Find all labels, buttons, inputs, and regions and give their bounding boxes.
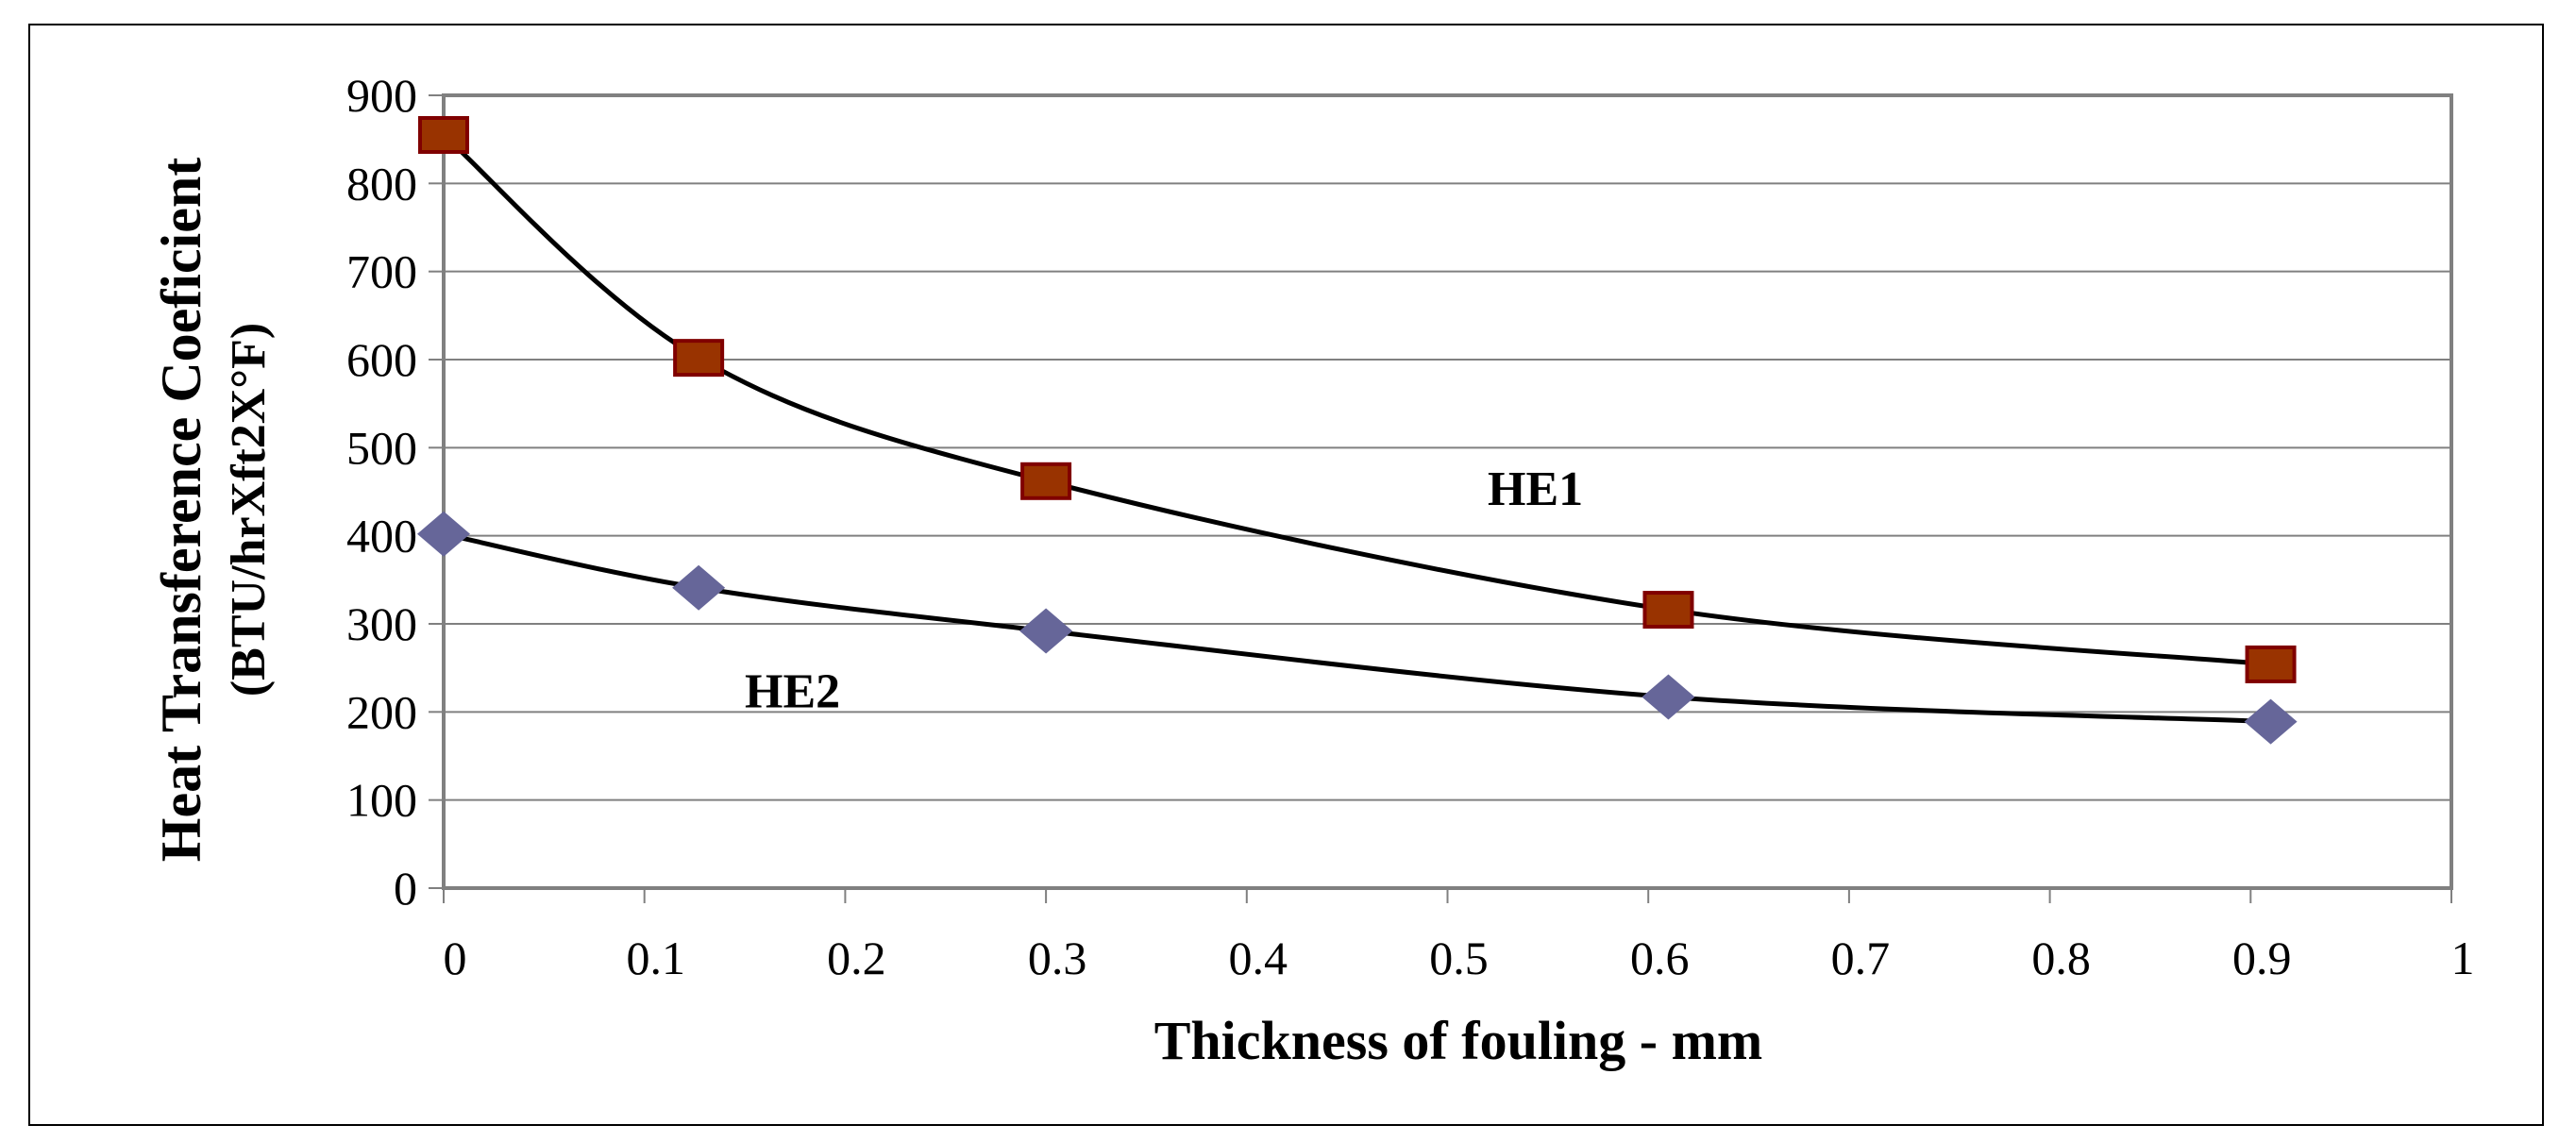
y-tick-label: 800 xyxy=(346,157,417,210)
data-point-he2 xyxy=(2244,698,2298,745)
data-point-he2 xyxy=(417,511,470,557)
y-tick-label: 900 xyxy=(346,69,417,122)
x-tick-label: 1 xyxy=(2451,932,2475,984)
chart-border xyxy=(28,24,2544,1126)
x-tick-label: 0.7 xyxy=(1831,932,1891,984)
series-label: HE2 xyxy=(745,665,840,719)
x-tick-label: 0.5 xyxy=(1429,932,1489,984)
y-tick-label: 500 xyxy=(346,421,417,474)
series-line-he1 xyxy=(442,133,2271,667)
x-tick-label: 0.4 xyxy=(1229,932,1288,984)
data-point-he2 xyxy=(1642,674,1695,720)
x-tick-label: 0.1 xyxy=(626,932,685,984)
y-axis-title-line2: (BTU/hrXft2X°F) xyxy=(222,323,276,697)
y-tick-label: 700 xyxy=(346,245,417,298)
series-line-he2 xyxy=(443,531,2271,725)
x-tick-label: 0.9 xyxy=(2232,932,2292,984)
series-label: HE1 xyxy=(1488,462,1583,516)
data-point-he1 xyxy=(1020,462,1072,500)
x-tick-label: 0.2 xyxy=(827,932,886,984)
data-point-he2 xyxy=(672,564,726,611)
data-point-he1 xyxy=(673,339,725,378)
y-tick-label: 100 xyxy=(346,774,417,827)
x-tick-label: 0.3 xyxy=(1028,932,1087,984)
data-point-he1 xyxy=(2245,645,2297,683)
x-tick-label: 0 xyxy=(444,932,467,984)
y-tick-label: 400 xyxy=(346,510,417,563)
data-point-he1 xyxy=(418,116,469,154)
x-tick-label: 0.8 xyxy=(2031,932,2091,984)
y-tick-label: 0 xyxy=(394,862,417,915)
x-tick-label: 0.6 xyxy=(1630,932,1690,984)
y-axis-title-line1: Heat Transference Coeficient xyxy=(150,158,212,862)
y-tick-label: 600 xyxy=(346,333,417,386)
x-axis-title: Thickness of fouling - mm xyxy=(1154,1010,1763,1071)
y-tick-label: 300 xyxy=(346,597,417,650)
data-point-he1 xyxy=(1642,591,1694,630)
y-tick-label: 200 xyxy=(346,685,417,738)
data-point-he2 xyxy=(1019,608,1073,654)
